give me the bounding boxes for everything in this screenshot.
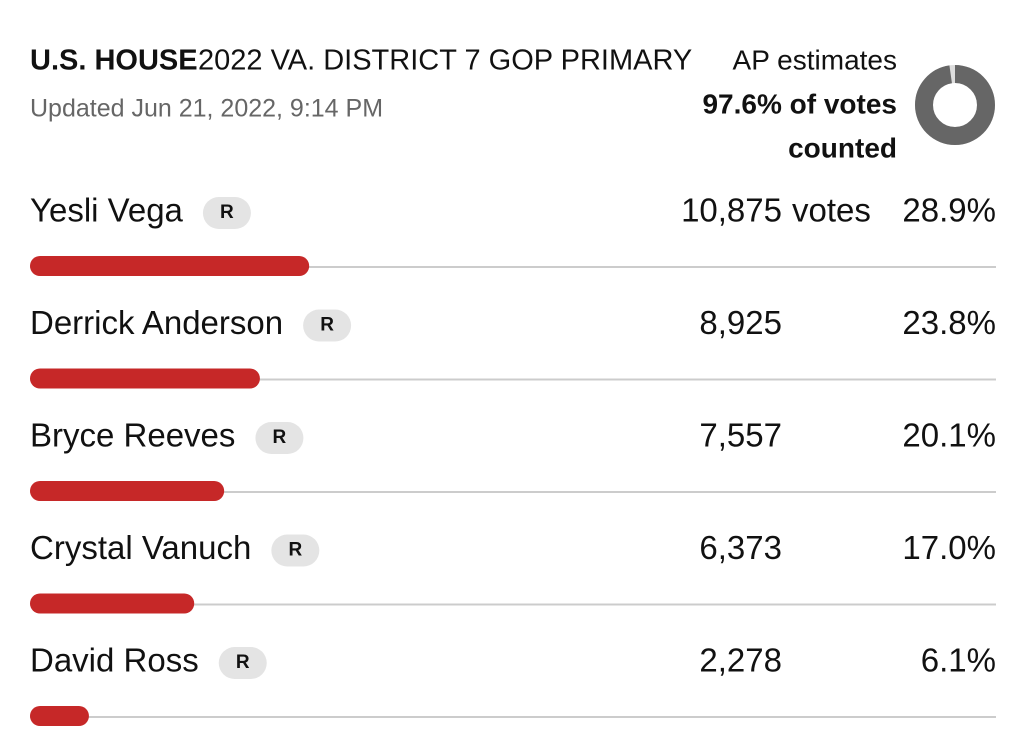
estimate-source: AP estimates bbox=[733, 44, 897, 75]
vote-bar bbox=[30, 368, 260, 389]
vote-pct: 17.0% bbox=[902, 529, 996, 566]
race-title: 2022 VA. DISTRICT 7 GOP PRIMARY bbox=[198, 45, 692, 77]
party-label: R bbox=[273, 427, 287, 448]
vote-pct: 28.9% bbox=[902, 192, 996, 229]
updated-time: Updated Jun 21, 2022, 9:14 PM bbox=[30, 95, 383, 123]
vote-bar bbox=[30, 481, 225, 501]
vote-count: 8,925 bbox=[699, 304, 782, 341]
vote-pct: 6.1% bbox=[921, 642, 996, 679]
party-label: R bbox=[288, 540, 302, 561]
candidate-name: Derrick Anderson bbox=[30, 304, 283, 341]
party-label: R bbox=[220, 202, 234, 223]
candidate-name: Yesli Vega bbox=[30, 192, 184, 229]
party-badge bbox=[271, 534, 320, 567]
donut-arc bbox=[915, 65, 995, 145]
vote-count: 10,875 bbox=[681, 192, 782, 229]
vote-suffix: votes bbox=[792, 192, 871, 229]
candidate-name: Bryce Reeves bbox=[30, 417, 235, 454]
vote-count: 7,557 bbox=[699, 417, 782, 454]
estimate-counted: counted bbox=[788, 132, 897, 163]
party-label: R bbox=[236, 652, 250, 673]
office: U.S. HOUSE bbox=[30, 45, 198, 77]
candidate-name: David Ross bbox=[30, 642, 199, 679]
party-badge bbox=[303, 309, 352, 342]
candidate-name: Crystal Vanuch bbox=[30, 529, 251, 566]
party-badge bbox=[218, 647, 267, 679]
vote-bar bbox=[30, 256, 310, 276]
vote-bar bbox=[30, 706, 89, 726]
estimate-pct: 97.6% of votes bbox=[702, 88, 897, 119]
vote-count: 6,373 bbox=[699, 529, 782, 566]
vote-bar bbox=[30, 593, 195, 614]
party-badge bbox=[202, 197, 251, 229]
party-label: R bbox=[320, 315, 334, 336]
vote-pct: 20.1% bbox=[902, 417, 996, 454]
vote-count: 2,278 bbox=[699, 642, 782, 679]
vote-pct: 23.8% bbox=[902, 304, 996, 341]
party-badge bbox=[255, 422, 304, 454]
